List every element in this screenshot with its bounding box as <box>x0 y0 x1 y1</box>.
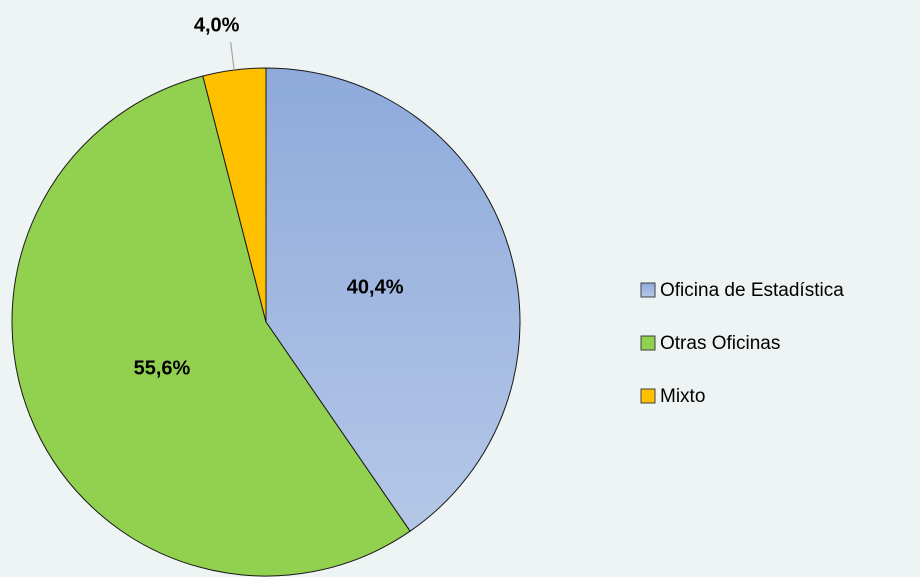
legend-swatch <box>640 282 656 298</box>
pie: 40,4% 55,6% 4,0% <box>11 15 521 577</box>
data-label: 55,6% <box>134 358 191 380</box>
pie-slice <box>202 67 267 323</box>
legend-label: Mixto <box>660 386 705 407</box>
data-label: 4,0% <box>194 15 240 37</box>
legend: Oficina de Estadística Otras Oficinas Mixt… <box>640 280 844 407</box>
leader-line <box>230 42 235 71</box>
legend-swatch <box>640 388 656 404</box>
pie-slice <box>265 67 521 532</box>
pie-slice <box>11 75 411 577</box>
legend-label: Oficina de Estadística <box>660 280 844 301</box>
legend-label: Otras Oficinas <box>660 333 780 354</box>
data-label: 40,4% <box>347 276 404 298</box>
legend-swatch <box>640 335 656 351</box>
